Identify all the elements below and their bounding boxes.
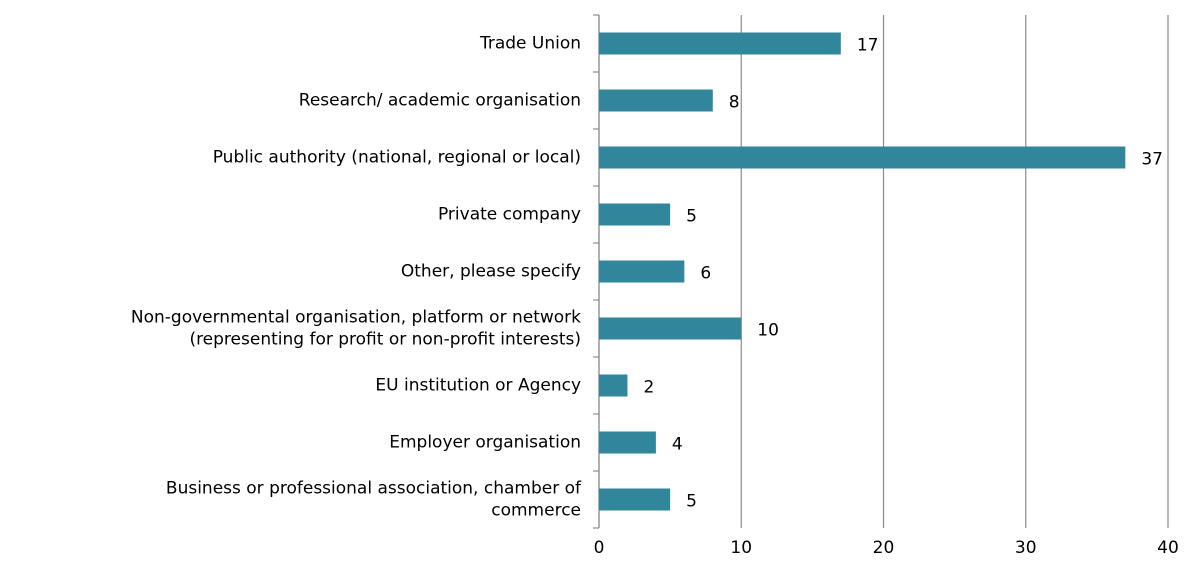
y-tick-label: Public authority (national, regional or … — [213, 148, 581, 168]
y-tick-label: Trade Union — [479, 34, 581, 54]
data-label: 4 — [672, 435, 683, 455]
data-label: 6 — [700, 264, 711, 284]
y-tick-label: Employer organisation — [389, 433, 581, 453]
bar — [599, 260, 685, 283]
bar — [599, 89, 713, 112]
data-label: 37 — [1141, 150, 1163, 170]
bar — [599, 431, 656, 454]
y-tick-label: Private company — [438, 205, 581, 225]
x-tick-label: 40 — [1157, 538, 1179, 558]
y-tick-label: EU institution or Agency — [375, 376, 581, 396]
bar — [599, 488, 671, 511]
bar — [599, 317, 742, 340]
data-label: 5 — [686, 492, 697, 512]
bar — [599, 32, 841, 55]
x-tick-label: 20 — [873, 538, 895, 558]
x-tick-label: 30 — [1015, 538, 1037, 558]
y-tick-label: Research/ academic organisation — [299, 91, 581, 111]
bar — [599, 203, 671, 226]
y-tick-label: Other, please specify — [401, 262, 581, 282]
x-tick-label: 10 — [730, 538, 752, 558]
bar — [599, 146, 1126, 169]
data-label: 5 — [686, 207, 697, 227]
data-label: 17 — [857, 36, 879, 56]
y-tick-label: Business or professional association, ch… — [166, 479, 582, 521]
y-tick-label: Non-governmental organisation, platform … — [131, 308, 581, 350]
x-tick-label: 0 — [594, 538, 605, 558]
data-label: 10 — [757, 321, 779, 341]
data-label: 8 — [729, 93, 740, 113]
data-label: 2 — [643, 378, 654, 398]
bar — [599, 374, 628, 397]
